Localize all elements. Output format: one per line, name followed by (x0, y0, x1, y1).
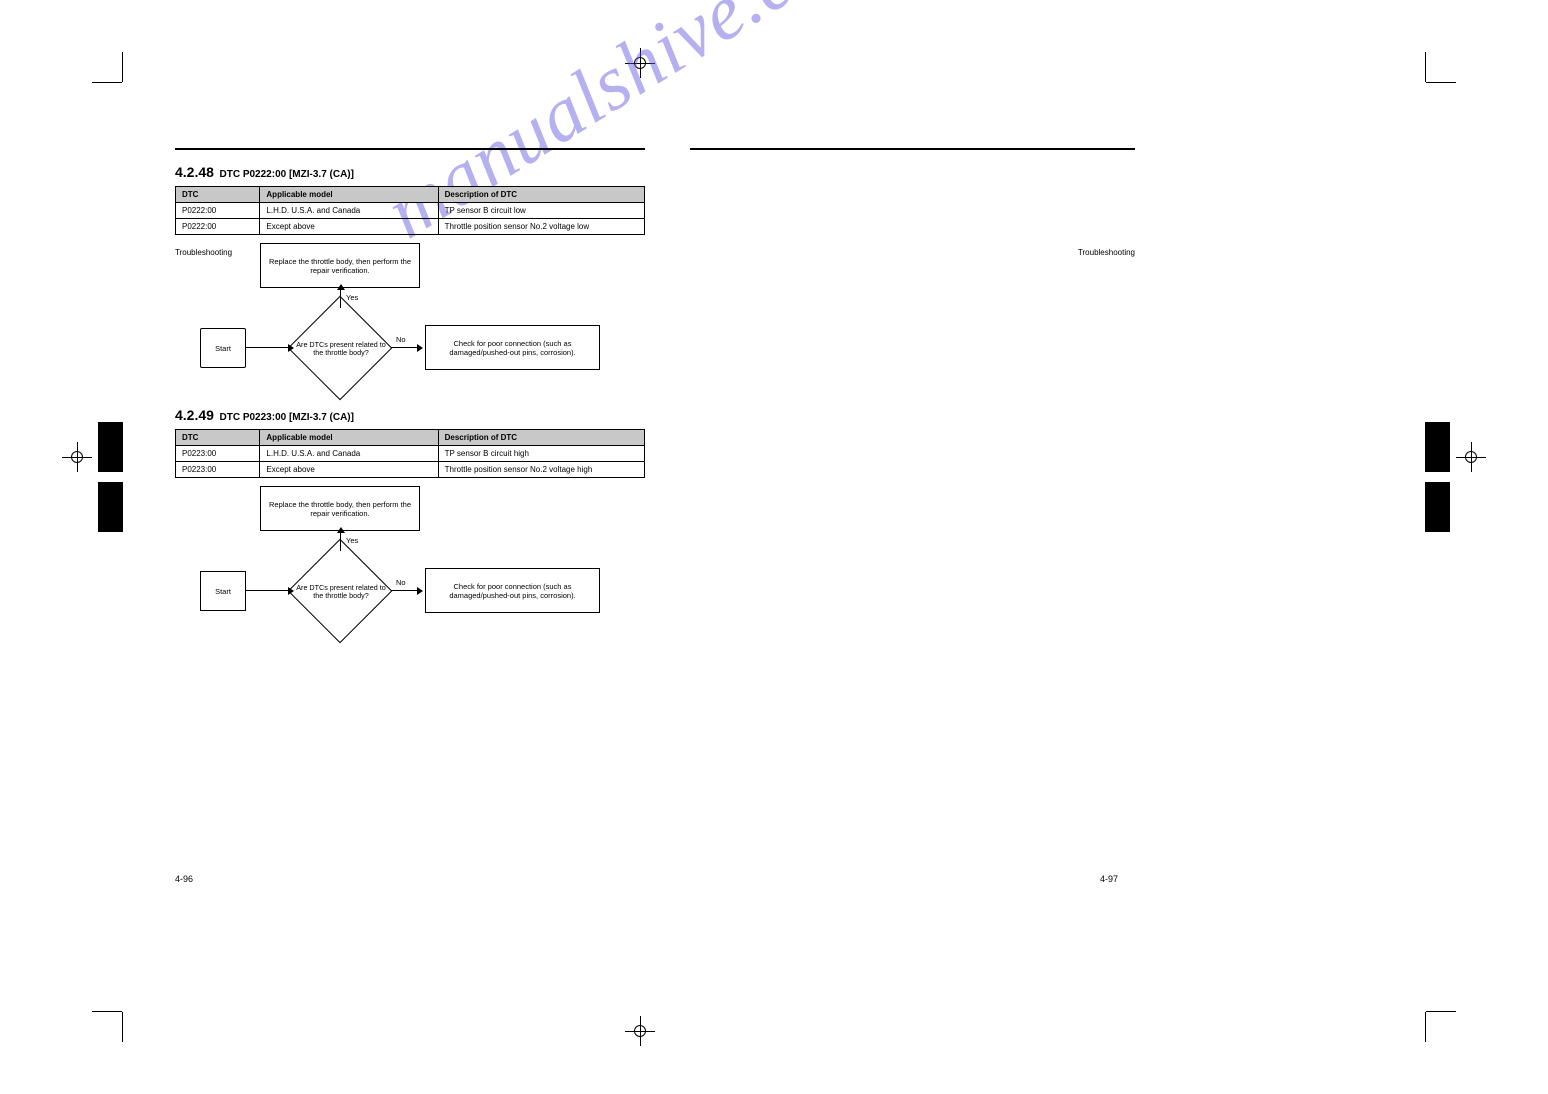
t1-h2: Description of DTC (438, 187, 644, 203)
flowchart-1: Replace the throttle body, then perform … (200, 243, 620, 393)
t2-h1: Applicable model (260, 430, 438, 446)
rule-right (690, 148, 1135, 150)
t1-h0: DTC (176, 187, 260, 203)
table-1: DTC Applicable model Description of DTC … (175, 186, 645, 235)
header-right: Troubleshooting (1078, 248, 1135, 257)
t2-h2: Description of DTC (438, 430, 644, 446)
fc1-diamond: Are DTCs present related to the throttle… (295, 323, 387, 375)
fc1-yes-box: Replace the throttle body, then perform … (260, 243, 420, 288)
fc2-no: No (396, 578, 406, 587)
side-bar-right-1 (1425, 422, 1450, 472)
page-right: Troubleshooting (690, 120, 1135, 150)
reg-right (1456, 442, 1486, 472)
table-row: P0223:00 L.H.D. U.S.A. and Canada TP sen… (176, 446, 645, 462)
fc2-yes-box: Replace the throttle body, then perform … (260, 486, 420, 531)
section-2-num: 4.2.49 (175, 407, 214, 423)
section-2-title: 4.2.49 DTC P0223:00 [MZI-3.7 (CA)] (175, 407, 645, 423)
reg-top (625, 48, 655, 78)
section-1-text: DTC P0222:00 [MZI-3.7 (CA)] (220, 169, 354, 180)
reg-bottom (625, 1016, 655, 1046)
section-1-num: 4.2.48 (175, 164, 214, 180)
fc1-no-box: Check for poor connection (such as damag… (425, 325, 600, 370)
page-num-left: 4-96 (175, 874, 193, 884)
side-bar-right-2 (1425, 482, 1450, 532)
page-num-right: 4-97 (1100, 874, 1118, 884)
fc2-no-box: Check for poor connection (such as damag… (425, 568, 600, 613)
fc2-diamond: Are DTCs present related to the throttle… (295, 566, 387, 618)
side-bar-left-2 (98, 482, 123, 532)
fc1-no: No (396, 335, 406, 344)
section-2-text: DTC P0223:00 [MZI-3.7 (CA)] (220, 412, 354, 423)
reg-left (62, 442, 92, 472)
page-left: Troubleshooting 4.2.48 DTC P0222:00 [MZI… (175, 120, 645, 636)
t1-h1: Applicable model (260, 187, 438, 203)
fc1-yes: Yes (346, 293, 358, 302)
table-2: DTC Applicable model Description of DTC … (175, 429, 645, 478)
rule-left (175, 148, 645, 150)
table-row: P0222:00 L.H.D. U.S.A. and Canada TP sen… (176, 203, 645, 219)
table-row: P0222:00 Except above Throttle position … (176, 219, 645, 235)
t2-h0: DTC (176, 430, 260, 446)
flowchart-2: Replace the throttle body, then perform … (200, 486, 620, 636)
fc2-start: Start (200, 571, 246, 611)
side-bar-left-1 (98, 422, 123, 472)
fc2-yes: Yes (346, 536, 358, 545)
section-1-title: 4.2.48 DTC P0222:00 [MZI-3.7 (CA)] (175, 164, 645, 180)
table-row: P0223:00 Except above Throttle position … (176, 462, 645, 478)
fc1-start: Start (200, 328, 246, 368)
